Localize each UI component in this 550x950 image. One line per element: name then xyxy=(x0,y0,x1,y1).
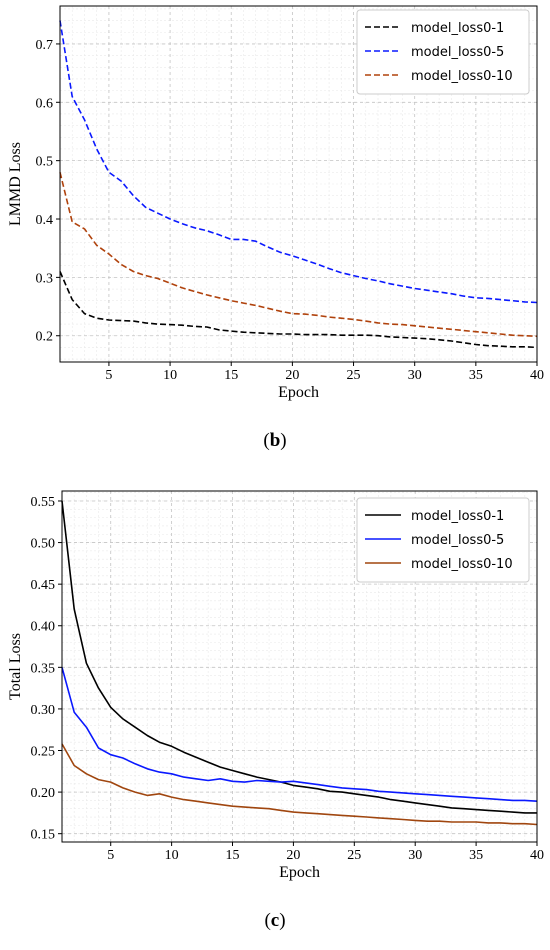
x-tick-label: 5 xyxy=(107,848,114,863)
y-tick-label: 0.4 xyxy=(36,213,54,228)
legend-label: model_loss0-5 xyxy=(411,533,504,548)
x-tick-label: 20 xyxy=(285,368,299,383)
y-tick-label: 0.35 xyxy=(31,661,56,676)
caption-b: (b) xyxy=(263,430,287,451)
x-tick-label: 5 xyxy=(105,368,112,383)
x-tick-label: 30 xyxy=(408,848,422,863)
y-tick-label: 0.40 xyxy=(31,620,56,635)
x-tick-label: 25 xyxy=(347,368,361,383)
minor-grid xyxy=(62,491,537,843)
axes-frame xyxy=(59,5,538,363)
y-tick-label: 0.3 xyxy=(36,271,54,286)
x-tick-label: 35 xyxy=(469,368,483,383)
y-axis-label: Total Loss xyxy=(7,633,24,700)
series-line-model_loss0-1 xyxy=(59,271,538,349)
y-tick-label: 0.50 xyxy=(31,537,56,552)
legend-label: model_loss0-10 xyxy=(411,557,513,572)
caption-c-letter: c xyxy=(270,910,280,931)
y-axis-label: LMMD Loss xyxy=(7,142,24,226)
legend-label: model_loss0-1 xyxy=(411,509,504,524)
x-tick-label: 15 xyxy=(224,368,238,383)
x-tick-label: 15 xyxy=(226,848,240,863)
y-tick-label: 0.25 xyxy=(31,745,56,760)
caption-c: (c) xyxy=(264,910,286,931)
chart-c-total-loss: 5 10 15 20 25 30 35 40 0.15 0.20 0.25 0.30 0.35 0.40 0… xyxy=(7,490,544,881)
chart-b-lmmd-loss: 5 10 15 20 25 30 35 40 0.2 0.3 0.4 0.5 0.6 0.7 Epoch LM… xyxy=(7,5,544,401)
caption-b-letter: b xyxy=(269,430,281,451)
x-tick-label: 10 xyxy=(165,848,179,863)
y-tick-label: 0.20 xyxy=(31,786,56,801)
legend: model_loss0-1 model_loss0-5 model_loss0-10 xyxy=(356,9,530,95)
x-axis-label: Epoch xyxy=(279,864,320,881)
series-line-model_loss0-10 xyxy=(61,743,538,826)
y-tick-label: 0.15 xyxy=(31,828,56,843)
x-axis-label: Epoch xyxy=(278,384,319,401)
y-tick-label: 0.5 xyxy=(36,155,54,170)
y-tick-label: 0.45 xyxy=(31,578,56,593)
y-tick-label: 0.30 xyxy=(31,703,56,718)
series-line-model_loss0-10 xyxy=(59,172,538,338)
legend: model_loss0-1 model_loss0-5 model_loss0-10 xyxy=(356,497,530,583)
x-tick-label: 35 xyxy=(469,848,483,863)
legend-label: model_loss0-10 xyxy=(411,69,513,84)
y-tick-label: 0.55 xyxy=(31,495,56,510)
y-tick-label: 0.7 xyxy=(36,38,54,53)
axes-frame xyxy=(61,490,538,843)
legend-label: model_loss0-1 xyxy=(411,21,504,36)
x-tick-label: 30 xyxy=(408,368,422,383)
y-tick-label: 0.2 xyxy=(36,330,54,345)
x-tick-label: 20 xyxy=(286,848,300,863)
legend-box xyxy=(356,9,530,95)
series-line-model_loss0-5 xyxy=(61,667,538,802)
x-tick-label: 40 xyxy=(530,848,544,863)
series-line-model_loss0-1 xyxy=(61,500,537,814)
y-tick-label: 0.6 xyxy=(36,96,54,111)
legend-label: model_loss0-5 xyxy=(411,45,504,60)
x-tick-label: 25 xyxy=(347,848,361,863)
legend-box xyxy=(356,497,530,583)
series-line-model_loss0-5 xyxy=(59,20,538,304)
x-tick-label: 10 xyxy=(163,368,177,383)
x-tick-label: 40 xyxy=(530,368,544,383)
major-grid xyxy=(62,491,538,842)
